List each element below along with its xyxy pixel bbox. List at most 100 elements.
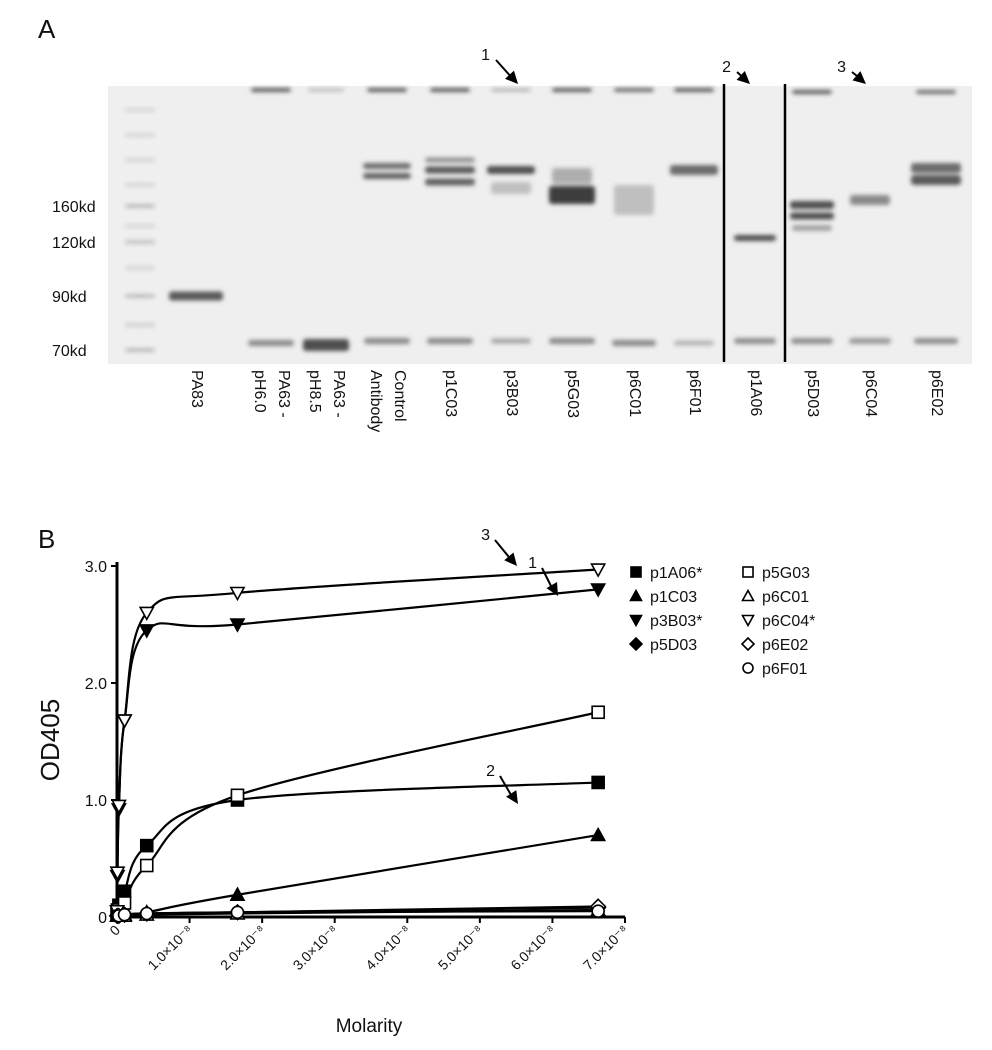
legend-label: p6E02 bbox=[762, 637, 808, 654]
lane-label: p6E02 bbox=[928, 370, 945, 417]
gel-band bbox=[125, 240, 155, 244]
gel-band bbox=[125, 324, 155, 326]
legend-label: p6F01 bbox=[762, 661, 807, 678]
data-point bbox=[230, 905, 245, 920]
arrow-head bbox=[852, 71, 866, 84]
gel-band bbox=[125, 184, 155, 186]
arrow-label: 1 bbox=[481, 47, 490, 64]
arrow-label: 3 bbox=[837, 59, 846, 76]
gel-band bbox=[792, 90, 832, 94]
size-marker-label: 120kd bbox=[52, 235, 96, 252]
gel-band bbox=[125, 159, 155, 161]
gel-band bbox=[363, 173, 411, 179]
legend-label: p1C03 bbox=[650, 589, 697, 606]
fit-curve bbox=[116, 711, 599, 915]
annotation: 1 bbox=[528, 555, 537, 572]
size-marker-label: 160kd bbox=[52, 199, 96, 216]
arrow-head bbox=[504, 552, 517, 566]
data-point bbox=[229, 618, 246, 633]
legend-label: p6C04* bbox=[762, 613, 815, 630]
legend-label: p1A06* bbox=[650, 565, 703, 582]
gel-band bbox=[248, 340, 294, 346]
lane-label: p1A06 bbox=[747, 370, 764, 417]
lane-label: PA63 - pH6.0 bbox=[251, 370, 292, 418]
data-point bbox=[117, 907, 132, 922]
gel bbox=[108, 86, 972, 364]
lane-label: PA83 bbox=[188, 370, 205, 408]
lane-label: p5D03 bbox=[804, 370, 821, 418]
gel-band bbox=[911, 175, 961, 185]
data-point bbox=[229, 886, 246, 901]
y-tick-label: 3.0 bbox=[85, 559, 107, 576]
gel-band bbox=[125, 267, 155, 269]
legend-label: p3B03* bbox=[650, 613, 703, 630]
lane-label: p6C01 bbox=[626, 370, 643, 418]
legend-marker bbox=[741, 614, 755, 628]
x-tick-label: 1.0×10⁻⁸ bbox=[144, 922, 195, 973]
panel-label: A bbox=[38, 14, 56, 44]
gel-band bbox=[491, 182, 531, 194]
legend-marker bbox=[628, 636, 644, 652]
legend-label: p6C01 bbox=[762, 589, 809, 606]
y-tick-label: 0 bbox=[98, 910, 107, 927]
gel-band bbox=[427, 338, 473, 344]
gel-band bbox=[552, 88, 592, 92]
gel-band bbox=[791, 338, 833, 344]
arrow-head bbox=[506, 790, 518, 804]
data-point bbox=[109, 866, 126, 881]
gel-band bbox=[614, 185, 654, 215]
annotation: 3 bbox=[481, 527, 490, 544]
data-point bbox=[591, 904, 605, 918]
arrow-head bbox=[546, 582, 558, 596]
gel-band bbox=[790, 201, 834, 209]
data-point bbox=[138, 624, 155, 639]
arrow-head bbox=[736, 70, 750, 84]
x-tick-label: 2.0×10⁻⁸ bbox=[217, 922, 268, 973]
gel-band bbox=[790, 212, 834, 220]
x-tick-label: 5.0×10⁻⁸ bbox=[435, 922, 486, 973]
data-point bbox=[591, 775, 605, 790]
legend-marker bbox=[742, 566, 754, 578]
legend-label: p5G03 bbox=[762, 565, 810, 582]
gel-band bbox=[792, 225, 832, 231]
size-marker-label: 90kd bbox=[52, 289, 87, 306]
data-point bbox=[139, 906, 154, 921]
gel-band bbox=[670, 165, 718, 175]
gel-band bbox=[251, 88, 291, 92]
x-tick-label: 7.0×10⁻⁸ bbox=[580, 922, 631, 973]
lane-label: p6C04 bbox=[862, 370, 879, 418]
gel-band bbox=[125, 109, 155, 111]
arrow-label: 2 bbox=[722, 59, 731, 76]
gel-band bbox=[125, 204, 155, 208]
annotation: 2 bbox=[486, 763, 495, 780]
gel-band bbox=[552, 168, 592, 184]
gel-band bbox=[734, 235, 776, 241]
legend-marker bbox=[629, 588, 643, 602]
gel-band bbox=[674, 88, 714, 92]
legend-label: p5D03 bbox=[650, 637, 697, 654]
x-tick-label: 0 bbox=[106, 922, 123, 939]
fit-curve bbox=[116, 834, 599, 918]
gel-band bbox=[425, 178, 475, 186]
gel-band bbox=[363, 163, 411, 169]
gel-band bbox=[308, 88, 344, 92]
lane-label: Control Antibody bbox=[367, 370, 408, 433]
gel-band bbox=[125, 225, 155, 227]
fit-curve bbox=[117, 910, 599, 918]
lane-label: p5G03 bbox=[564, 370, 581, 419]
gel-band bbox=[614, 88, 654, 92]
y-tick-label: 1.0 bbox=[85, 793, 107, 810]
gel-band bbox=[125, 134, 155, 136]
data-point bbox=[590, 583, 607, 598]
gel-band bbox=[487, 166, 535, 174]
data-point bbox=[590, 826, 607, 842]
data-point bbox=[230, 788, 245, 803]
lane-label: p1C03 bbox=[442, 370, 459, 418]
legend-marker bbox=[741, 588, 755, 602]
gel-band bbox=[169, 291, 223, 301]
data-point bbox=[117, 884, 132, 899]
gel-band bbox=[303, 339, 349, 351]
lane-label: PA63 - pH8.5 bbox=[306, 370, 347, 418]
gel-band bbox=[674, 340, 714, 346]
